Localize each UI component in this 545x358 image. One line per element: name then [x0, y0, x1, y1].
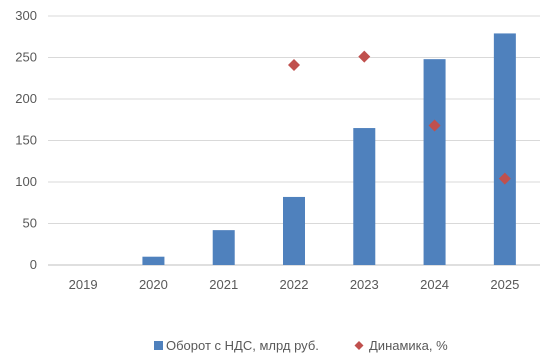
y-tick-label: 250 — [15, 50, 37, 65]
x-axis-ticks: 2019 2020 2021 2022 2023 2024 2025 — [69, 277, 520, 292]
legend-label-turnover: Оборот с НДС, млрд руб. — [166, 338, 319, 353]
x-tick-label: 2024 — [420, 277, 449, 292]
grid-lines — [48, 15, 540, 224]
legend-swatch-turnover — [154, 341, 163, 350]
y-tick-label: 300 — [15, 8, 37, 23]
x-tick-label: 2019 — [69, 277, 98, 292]
bar-2020 — [142, 256, 165, 265]
bar-2025 — [493, 33, 516, 266]
y-tick-label: 150 — [15, 133, 37, 148]
y-tick-label: 0 — [30, 257, 37, 272]
marker-2023 — [358, 50, 371, 63]
bar-2021 — [212, 230, 235, 265]
x-tick-label: 2022 — [280, 277, 309, 292]
marker-2024 — [428, 119, 441, 132]
x-tick-label: 2020 — [139, 277, 168, 292]
y-tick-label: 100 — [15, 174, 37, 189]
marker-2022 — [288, 58, 300, 71]
bar-2022 — [283, 196, 305, 265]
bar-2023 — [353, 128, 376, 265]
y-tick-label: 50 — [23, 216, 37, 231]
bar-2024 — [423, 59, 446, 265]
legend-label-dynamics: Динамика, % — [369, 338, 448, 353]
y-axis-ticks: 0 50 100 150 200 250 300 — [15, 8, 37, 272]
legend-swatch-dynamics — [354, 341, 364, 350]
legend: Оборот с НДС, млрд руб. Динамика, % — [154, 338, 448, 353]
marker-series — [288, 50, 511, 185]
x-tick-label: 2023 — [350, 277, 379, 292]
x-tick-label: 2025 — [490, 277, 519, 292]
marker-2025 — [498, 172, 511, 185]
bar-series — [142, 33, 516, 266]
x-tick-label: 2021 — [209, 277, 238, 292]
y-tick-label: 200 — [15, 91, 37, 106]
